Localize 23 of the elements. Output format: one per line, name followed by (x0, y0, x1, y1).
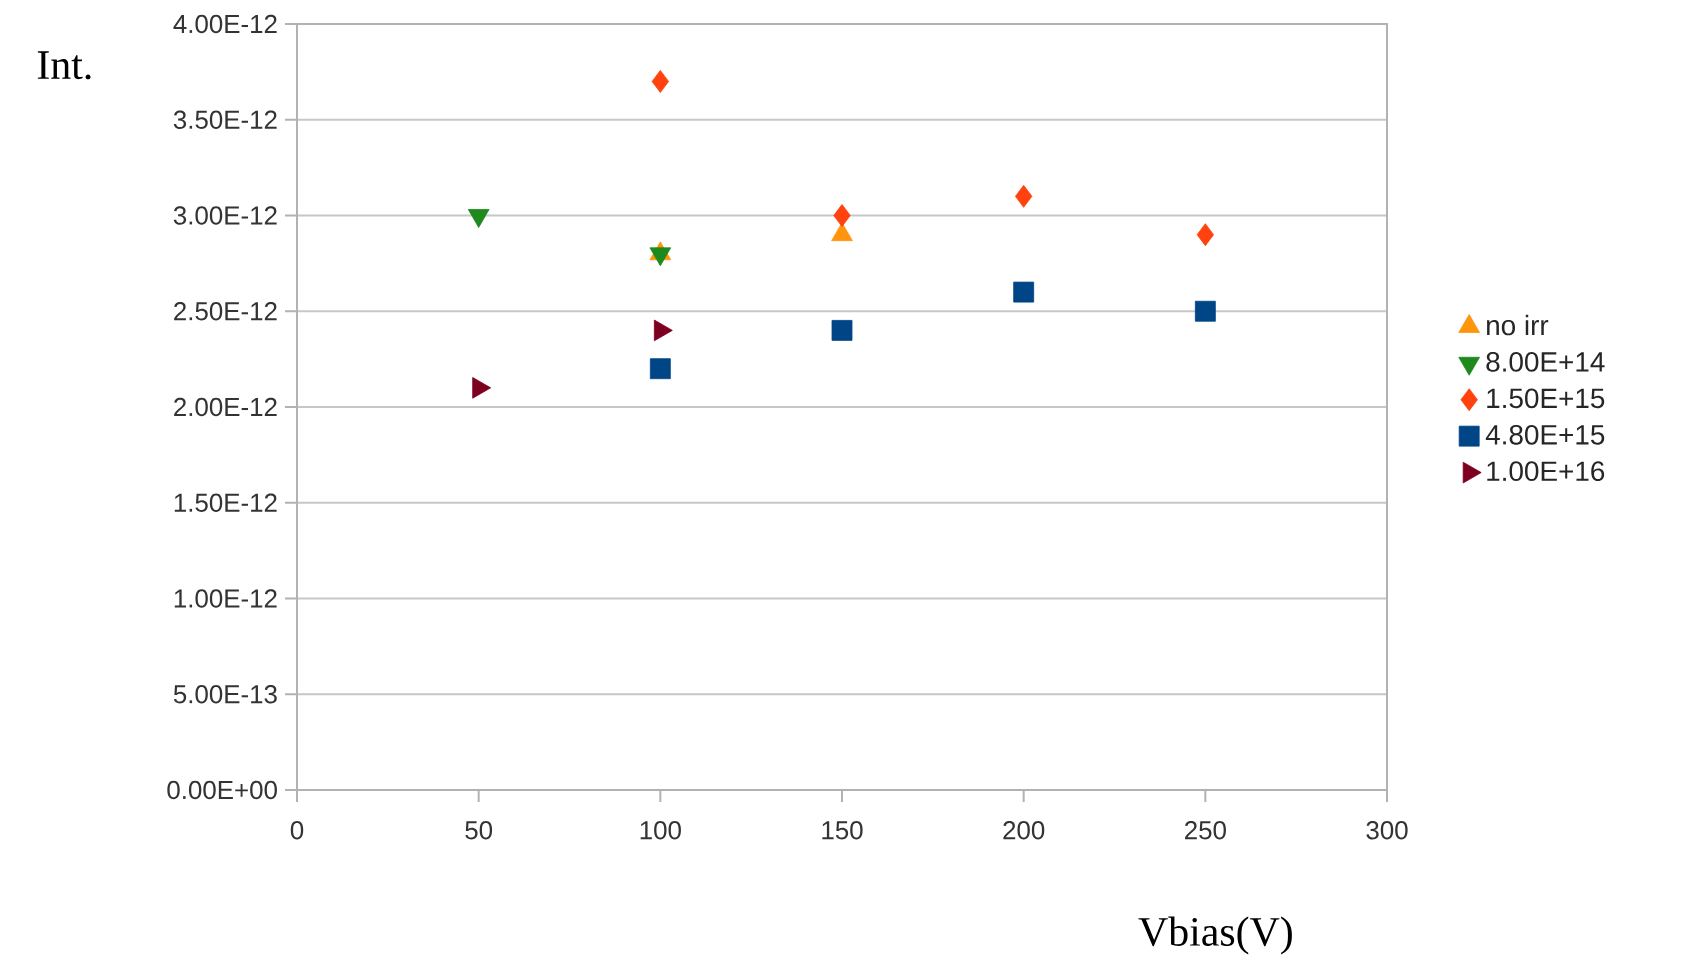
legend-label: 8.00E+14 (1486, 352, 1605, 372)
x-tick-label: 200 (1003, 821, 1045, 840)
x-tick-label: 100 (640, 821, 681, 840)
y-tick-label: 1.00E-12 (174, 589, 277, 608)
x-tick-label: 300 (1366, 821, 1408, 840)
x-tick-label: 250 (1185, 821, 1226, 840)
y-tick-label: 1.50E-12 (174, 493, 277, 512)
legend-label: 4.80E+15 (1485, 424, 1605, 445)
legend-label: 1.00E+16 (1487, 461, 1605, 482)
y-tick-label: 2.50E-12 (174, 302, 277, 321)
y-tick-label: 5.00E-13 (173, 685, 277, 704)
x-tick-label: 150 (822, 821, 863, 840)
x-axis-title: Vbias(V) (1138, 916, 1292, 955)
y-axis-title: Int. (37, 51, 91, 80)
y-tick-label: 4.00E-12 (173, 14, 277, 34)
x-tick-label: 0 (290, 821, 304, 840)
x-tick-label: 50 (465, 821, 493, 840)
y-tick-label: 2.00E-12 (174, 397, 277, 417)
y-tick-label: 3.50E-12 (173, 110, 277, 129)
legend-label: no irr (1487, 314, 1549, 336)
y-tick-label: 3.00E-12 (173, 206, 277, 225)
legend-label: 1.50E+15 (1487, 388, 1605, 409)
y-tick-label: 0.00E+00 (167, 780, 277, 800)
